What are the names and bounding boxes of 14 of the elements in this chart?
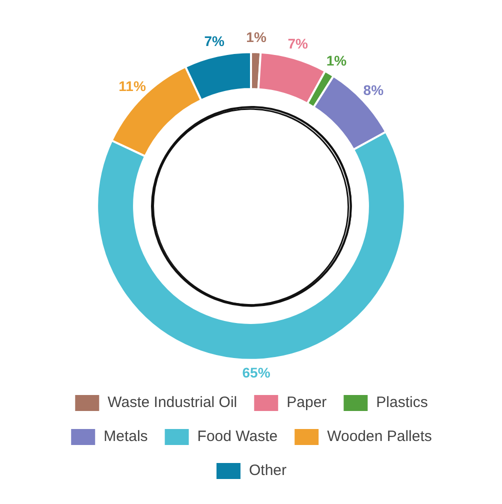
data-label: 11% [118,78,146,94]
data-label: 8% [363,82,384,98]
legend-label: Paper [286,394,327,412]
data-label: 1% [246,29,267,46]
legend-label: Waste Industrial Oil [108,394,238,412]
legend-label: Other [248,462,287,480]
data-label: 65% [242,364,271,381]
legend-label: Plastics [376,394,428,412]
legend-label: Metals [104,428,148,446]
legend-label: Food Waste [197,428,278,446]
data-label: 7% [288,36,309,52]
data-label: 1% [326,52,348,68]
data-label: 7% [204,33,226,50]
legend-label: Wooden Pallets [327,428,432,446]
